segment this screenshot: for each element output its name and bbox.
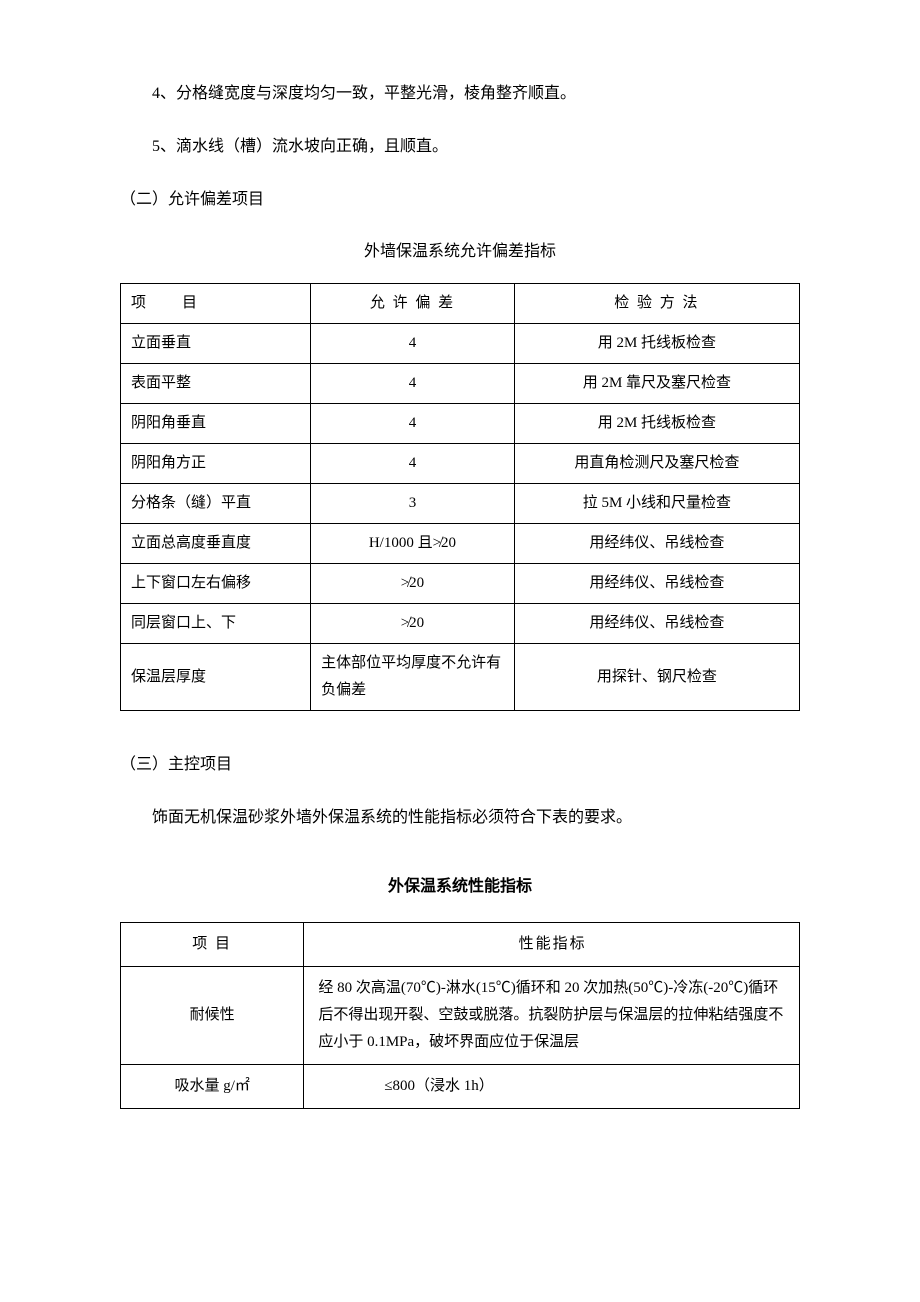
- table-header-row: 项 目 性能指标: [121, 922, 800, 966]
- table1-title: 外墙保温系统允许偏差指标: [120, 238, 800, 267]
- section-3-heading: （三）主控项目: [120, 751, 800, 780]
- table-row: 同层窗口上、下 ≯20 用经纬仪、吊线检查: [121, 604, 800, 644]
- section-2-heading: （二）允许偏差项目: [120, 186, 800, 215]
- col-header-item: 项 目: [121, 922, 304, 966]
- cell-spec: ≤800（浸水 1h）: [304, 1064, 800, 1108]
- cell-method: 用经纬仪、吊线检查: [514, 524, 799, 564]
- cell-item: 分格条（缝）平直: [121, 484, 311, 524]
- table2-title: 外保温系统性能指标: [120, 873, 800, 902]
- cell-deviation: 4: [311, 404, 515, 444]
- cell-method: 用 2M 托线板检查: [514, 324, 799, 364]
- table-row: 表面平整 4 用 2M 靠尺及塞尺检查: [121, 364, 800, 404]
- table-row: 保温层厚度 主体部位平均厚度不允许有负偏差 用探针、钢尺检查: [121, 644, 800, 711]
- table-header-row: 项 目 允 许 偏 差 检 验 方 法: [121, 284, 800, 324]
- paragraph-4: 4、分格缝宽度与深度均匀一致，平整光滑，棱角整齐顺直。: [120, 80, 800, 109]
- cell-item: 上下窗口左右偏移: [121, 564, 311, 604]
- table-row: 阴阳角垂直 4 用 2M 托线板检查: [121, 404, 800, 444]
- cell-item: 立面总高度垂直度: [121, 524, 311, 564]
- cell-deviation: H/1000 且≯20: [311, 524, 515, 564]
- table-row: 上下窗口左右偏移 ≯20 用经纬仪、吊线检查: [121, 564, 800, 604]
- cell-method: 用直角检测尺及塞尺检查: [514, 444, 799, 484]
- table-row: 耐候性 经 80 次高温(70℃)-淋水(15℃)循环和 20 次加热(50℃)…: [121, 966, 800, 1064]
- cell-item: 保温层厚度: [121, 644, 311, 711]
- section-3-intro: 饰面无机保温砂浆外墙外保温系统的性能指标必须符合下表的要求。: [120, 804, 800, 833]
- cell-deviation: 3: [311, 484, 515, 524]
- cell-item: 立面垂直: [121, 324, 311, 364]
- cell-method: 用经纬仪、吊线检查: [514, 604, 799, 644]
- cell-method: 用 2M 靠尺及塞尺检查: [514, 364, 799, 404]
- cell-deviation: 主体部位平均厚度不允许有负偏差: [311, 644, 515, 711]
- performance-table: 项 目 性能指标 耐候性 经 80 次高温(70℃)-淋水(15℃)循环和 20…: [120, 922, 800, 1109]
- col-header-item: 项 目: [121, 284, 311, 324]
- cell-method: 拉 5M 小线和尺量检查: [514, 484, 799, 524]
- cell-method: 用探针、钢尺检查: [514, 644, 799, 711]
- col-header-method: 检 验 方 法: [514, 284, 799, 324]
- table-row: 立面垂直 4 用 2M 托线板检查: [121, 324, 800, 364]
- deviation-table: 项 目 允 许 偏 差 检 验 方 法 立面垂直 4 用 2M 托线板检查 表面…: [120, 283, 800, 711]
- col-header-deviation: 允 许 偏 差: [311, 284, 515, 324]
- cell-deviation: ≯20: [311, 564, 515, 604]
- cell-deviation: 4: [311, 364, 515, 404]
- cell-item: 同层窗口上、下: [121, 604, 311, 644]
- cell-item: 表面平整: [121, 364, 311, 404]
- cell-item: 耐候性: [121, 966, 304, 1064]
- col-header-spec: 性能指标: [304, 922, 800, 966]
- cell-method: 用经纬仪、吊线检查: [514, 564, 799, 604]
- table-row: 阴阳角方正 4 用直角检测尺及塞尺检查: [121, 444, 800, 484]
- cell-method: 用 2M 托线板检查: [514, 404, 799, 444]
- cell-item: 阴阳角方正: [121, 444, 311, 484]
- table-row: 吸水量 g/㎡ ≤800（浸水 1h）: [121, 1064, 800, 1108]
- cell-item: 吸水量 g/㎡: [121, 1064, 304, 1108]
- paragraph-5: 5、滴水线（槽）流水坡向正确，且顺直。: [120, 133, 800, 162]
- cell-spec: 经 80 次高温(70℃)-淋水(15℃)循环和 20 次加热(50℃)-冷冻(…: [304, 966, 800, 1064]
- cell-deviation: ≯20: [311, 604, 515, 644]
- cell-deviation: 4: [311, 324, 515, 364]
- cell-deviation: 4: [311, 444, 515, 484]
- cell-item: 阴阳角垂直: [121, 404, 311, 444]
- table-row: 立面总高度垂直度 H/1000 且≯20 用经纬仪、吊线检查: [121, 524, 800, 564]
- table-row: 分格条（缝）平直 3 拉 5M 小线和尺量检查: [121, 484, 800, 524]
